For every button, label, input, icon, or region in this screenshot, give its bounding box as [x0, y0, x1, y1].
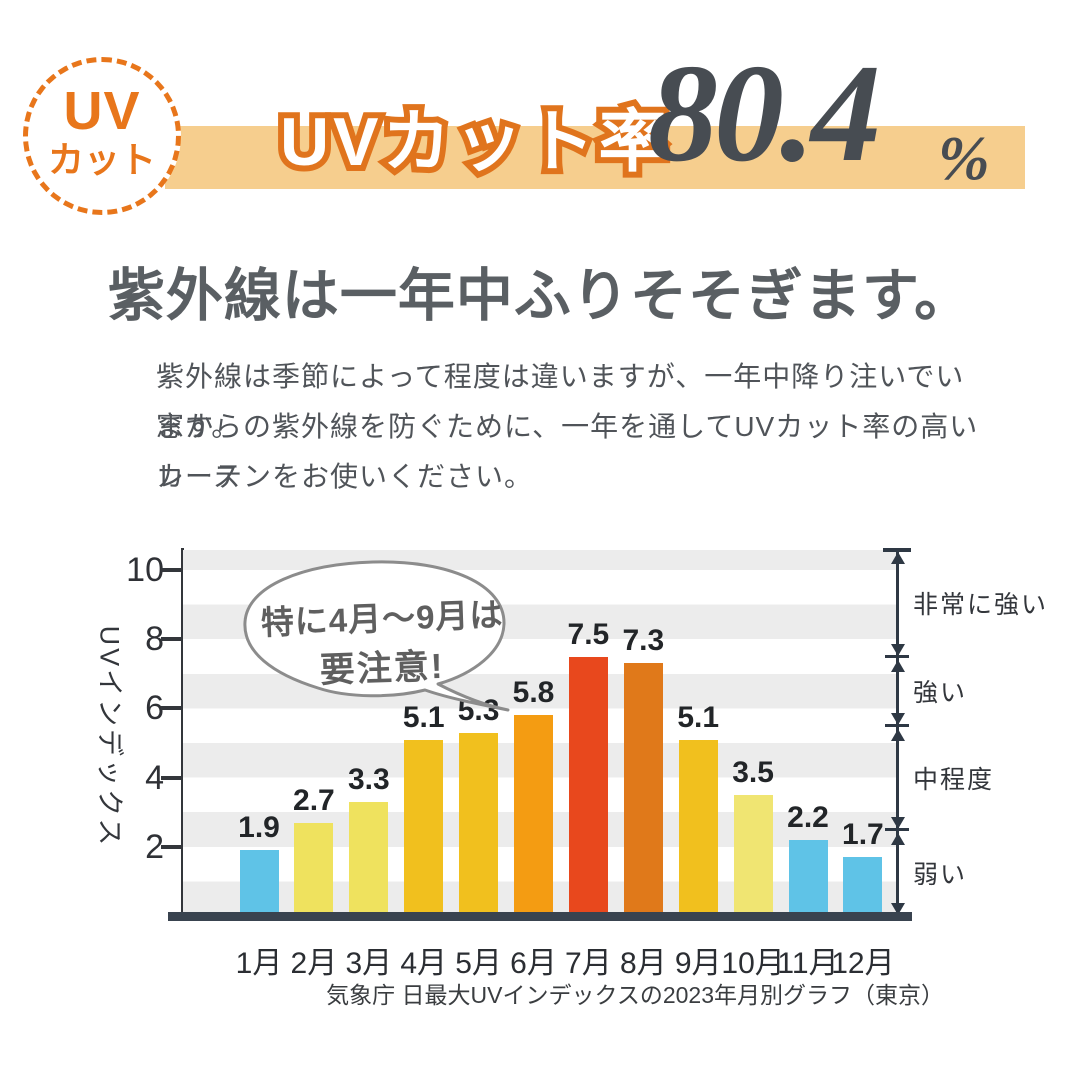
- source-caption: 気象庁 日最大UVインデックスの2023年月別グラフ（東京）: [326, 982, 944, 1008]
- y-tick-label: 4: [145, 758, 164, 797]
- bar: [678, 739, 718, 916]
- badge-uv-text: UV: [63, 81, 141, 141]
- y-tick-label: 8: [145, 620, 164, 659]
- x-tick-label: 3月: [345, 947, 393, 980]
- x-tick-label: 5月: [455, 947, 502, 980]
- bar: [349, 801, 389, 916]
- description-line: 紫外線は季節によって程度は違いますが、一年中降り注いでいます。: [156, 361, 965, 442]
- bar: [294, 822, 334, 916]
- y-tick-label: 2: [145, 827, 164, 866]
- scale-arrow-down: [891, 712, 905, 725]
- scale-arrow-up: [891, 659, 905, 672]
- description-line: 窓からの紫外線を防ぐために、一年を通してUVカット率の高いレース: [156, 411, 979, 492]
- scale-segment-label: 非常に強い: [913, 590, 1049, 619]
- x-tick-label: 9月: [674, 947, 722, 980]
- y-tick-label: 6: [145, 689, 164, 728]
- description-text: 紫外線は季節によって程度は違いますが、一年中降り注いでいます。 窓からの紫外線を…: [156, 352, 986, 502]
- bar-value-label: 7.3: [622, 624, 665, 658]
- y-tick-mark: [161, 568, 181, 572]
- y-tick-label: 10: [126, 551, 164, 589]
- bar-value-label: 7.5: [567, 617, 610, 651]
- x-tick-label: 6月: [510, 947, 557, 980]
- scale-boundary-mark: [885, 724, 909, 728]
- x-tick-label: 7月: [565, 947, 612, 980]
- y-axis-line: [181, 548, 184, 918]
- chart-plot-area: 1.9 2.7 3.3 5.1 5.3 5.8 7.5 7.3 5.1 3.5 2.2 1.7: [183, 550, 897, 916]
- scale-arrow-down: [891, 643, 905, 656]
- bar: [568, 656, 608, 916]
- y-tick-mark: [161, 844, 181, 849]
- x-tick-label: 12月: [831, 947, 895, 980]
- uv-cut-rate-value: 80.4: [648, 36, 881, 191]
- page-title: 紫外線は一年中ふりそそぎます。: [107, 264, 973, 328]
- bar: [239, 850, 279, 916]
- bar-value-label: 5.1: [402, 700, 445, 734]
- uv-cut-rate-label-fill: UVカット率: [280, 104, 671, 180]
- y-tick-mark: [161, 637, 181, 642]
- bar: [843, 857, 883, 916]
- uv-cut-rate-unit: %: [938, 125, 990, 193]
- bar: [733, 794, 773, 916]
- bar-value-label: 1.9: [238, 811, 280, 845]
- speech-bubble: [243, 560, 510, 712]
- bar: [514, 715, 553, 916]
- x-tick-label: 10月: [721, 947, 785, 980]
- bar: [788, 839, 828, 916]
- scale-boundary-mark: [885, 828, 909, 831]
- scale-arrow-up: [891, 552, 905, 565]
- scale-boundary-mark: [885, 655, 909, 658]
- badge-cut-text: カット: [47, 139, 156, 180]
- x-tick-label: 8月: [619, 947, 667, 980]
- x-tick-label: 2月: [290, 947, 338, 980]
- scale-segment-label: 弱い: [913, 860, 968, 889]
- scale-arrow-down: [891, 816, 905, 829]
- uv-cut-badge: UV カット: [23, 57, 181, 215]
- bar-value-label: 3.3: [347, 762, 390, 796]
- bar-value-label: 3.5: [732, 755, 774, 789]
- scale-arrow-up: [891, 832, 905, 845]
- bar: [623, 663, 663, 916]
- bar-value-label: 5.8: [512, 676, 555, 710]
- uv-cut-rate-label-outline: UVカット率: [274, 98, 672, 186]
- annotation-line-2: 要注意!: [319, 646, 446, 691]
- y-tick-mark: [161, 706, 181, 711]
- bar: [459, 732, 499, 916]
- bar: [404, 739, 444, 916]
- x-axis-line: [168, 912, 912, 921]
- header-banner: [165, 126, 1025, 189]
- scale-segment-label: 中程度: [913, 765, 995, 794]
- bar-value-label: 2.7: [293, 783, 335, 817]
- bar-value-label: 5.1: [677, 700, 720, 734]
- bar-value-label: 2.2: [787, 800, 829, 834]
- x-tick-label: 1月: [235, 947, 283, 980]
- scale-arrow-up: [891, 728, 905, 741]
- bar-value-label: 1.7: [842, 818, 884, 852]
- uv-intensity-scale-cap: [883, 548, 911, 552]
- y-tick-mark: [161, 775, 181, 780]
- speech-bubble-shape: [243, 560, 510, 712]
- scale-segment-label: 強い: [913, 679, 968, 708]
- x-tick-label: 4月: [400, 947, 448, 980]
- x-tick-label: 11月: [777, 947, 839, 980]
- description-line: カーテンをお使いください。: [156, 461, 534, 492]
